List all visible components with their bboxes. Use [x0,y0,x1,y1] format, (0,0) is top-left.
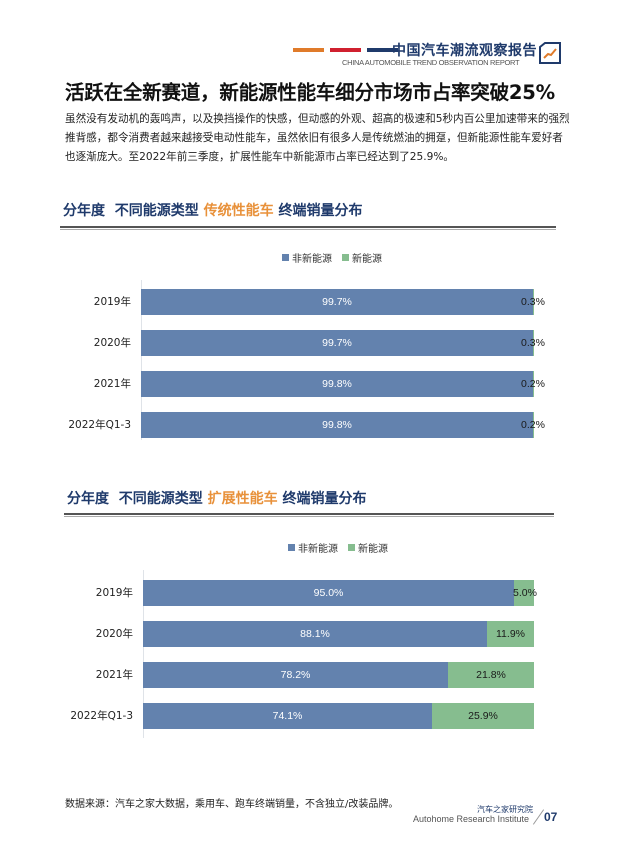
section2-title: 分年度 不同能源类型 扩展性能车 终端销量分布 [67,488,367,508]
legend-item-nev: 新能源 [342,250,382,265]
footer-slash-divider [532,809,545,825]
header-bar-red [330,48,361,52]
legend-swatch-non-nev [288,544,295,551]
bar-nev-value-label: 5.0% [513,587,537,599]
chart2-extended-performance: 2019年 95.0% 5.0% 2020年 88.1% 11.9% 2021年… [70,570,537,738]
category-label: 2021年 [93,378,131,390]
section1-divider [60,226,556,230]
section2-title-suffix: 终端销量分布 [277,491,367,507]
chart1-row-2022q1-3: 2022年Q1-3 99.8% 0.2% [68,412,545,438]
bar-non-nev: 95.0% [143,580,514,606]
category-label: 2020年 [93,337,131,349]
bar-nev: 21.8% [448,662,534,688]
chart1-traditional-performance: 2019年 99.7% 0.3% 2020年 99.7% 0.3% 2021年 … [68,280,545,440]
intro-paragraph: 虽然没有发动机的轰鸣声，以及换挡操作的快感，但动感的外观、超高的极速和5秒内百公… [65,113,570,163]
bar-nev [533,289,534,315]
bar-value-label: 99.8% [322,378,352,390]
bar-value-label: 88.1% [300,628,330,640]
legend-label-non-nev: 非新能源 [292,254,332,265]
legend-label-nev: 新能源 [352,254,382,265]
header-bar-navy [367,48,398,52]
header-bar-orange [293,48,324,52]
bar-non-nev: 99.8% [141,371,533,397]
chart1-row-2020: 2020年 99.7% 0.3% [94,330,545,356]
bar-nev: 11.9% [487,621,534,647]
bar-nev-value-label: 0.2% [521,419,545,431]
footer-org-cn: 汽车之家研究院 [477,805,533,814]
bar-value-label: 11.9% [496,628,525,640]
chart1-row-2019: 2019年 99.7% 0.3% [94,289,545,315]
bar-value-label: 21.8% [476,669,506,681]
bar-nev [514,580,534,606]
category-label: 2022年Q1-3 [68,419,131,431]
bar-non-nev: 78.2% [143,662,448,688]
section2-title-prefix: 分年度 不同能源类型 [67,491,208,507]
bar-non-nev: 88.1% [143,621,487,647]
section1-title-highlight: 传统性能车 [203,203,274,219]
bar-nev [533,330,534,356]
legend-item-non-nev: 非新能源 [288,540,338,555]
bar-value-label: 99.7% [322,337,352,349]
bar-value-label: 25.9% [468,710,498,722]
chart2-row-2020: 2020年 88.1% 11.9% [96,621,534,647]
bar-value-label: 99.8% [322,419,352,431]
bar-value-label: 99.7% [322,296,352,308]
legend-swatch-non-nev [282,254,289,261]
section2-divider [64,513,554,517]
bar-non-nev: 74.1% [143,703,432,729]
bar-non-nev: 99.7% [141,330,533,356]
data-source-note: 数据来源：汽车之家大数据，乘用车、跑车终端销量，不含独立/改装品牌。 [65,799,399,810]
section1-title-suffix: 终端销量分布 [273,203,363,219]
bar-value-label: 78.2% [280,669,311,681]
bar-non-nev: 99.8% [141,412,533,438]
chart2-row-2019: 2019年 95.0% 5.0% [96,580,537,606]
bar-nev: 25.9% [432,703,534,729]
chart2-axis [143,570,144,738]
section2-title-highlight: 扩展性能车 [207,491,278,507]
section1-title-prefix: 分年度 不同能源类型 [63,203,204,219]
chart1-axis [141,280,142,440]
legend-item-nev: 新能源 [348,540,388,555]
chart2-row-2021: 2021年 78.2% 21.8% [96,662,534,688]
trend-chart-icon [539,42,561,64]
legend-label-nev: 新能源 [358,544,388,555]
page-title: 活跃在全新赛道，新能源性能车细分市场市占率突破25% [65,81,555,104]
bar-non-nev: 99.7% [141,289,533,315]
page-number: 07 [544,810,558,824]
chart2-legend: 非新能源 新能源 [288,540,388,555]
category-label: 2019年 [95,587,133,599]
bar-nev-value-label: 0.3% [521,337,545,349]
section1-title: 分年度 不同能源类型 传统性能车 终端销量分布 [63,200,363,220]
header-color-bars [293,48,398,52]
category-label: 2021年 [95,669,133,681]
legend-swatch-nev [348,544,355,551]
category-label: 2019年 [93,296,131,308]
chart2-row-2022q1-3: 2022年Q1-3 74.1% 25.9% [70,703,534,729]
bar-value-label: 95.0% [313,587,344,599]
report-subtitle: CHINA AUTOMOBILE TREND OBSERVATION REPOR… [342,58,520,67]
bar-nev [533,371,534,397]
legend-swatch-nev [342,254,349,261]
bar-nev-value-label: 0.2% [521,378,545,390]
legend-item-non-nev: 非新能源 [282,250,332,265]
report-title: 中国汽车潮流观察报告 [392,43,537,59]
chart1-row-2021: 2021年 99.8% 0.2% [94,371,545,397]
footer-org-en: Autohome Research Institute [413,814,530,824]
chart1-legend: 非新能源 新能源 [282,250,382,265]
bar-nev-value-label: 0.3% [521,296,545,308]
legend-label-non-nev: 非新能源 [298,544,338,555]
category-label: 2022年Q1-3 [70,710,133,722]
bar-nev [533,412,534,438]
bar-value-label: 74.1% [272,710,303,722]
category-label: 2020年 [95,628,133,640]
